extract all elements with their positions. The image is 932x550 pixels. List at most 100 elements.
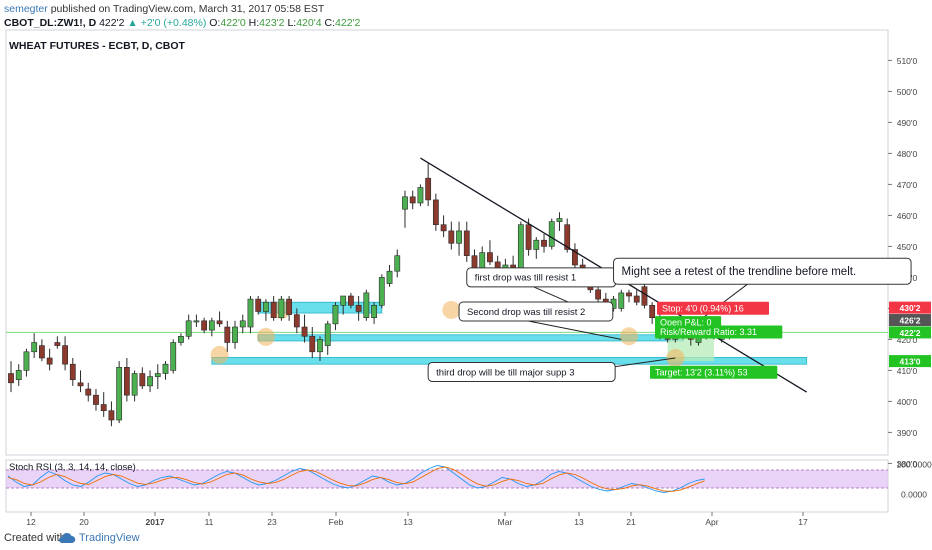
ohlc-open-value: 422'0 <box>220 17 246 29</box>
candle <box>463 230 470 256</box>
candle <box>332 304 339 325</box>
candle <box>595 289 601 300</box>
publish-text: published on TradingView.com, March 31, … <box>50 3 325 15</box>
candle <box>525 224 532 250</box>
price-pane[interactable] <box>5 29 889 456</box>
open-pl-label: Open P&L: 0 <box>660 318 712 328</box>
tradingview-cloud-icon <box>59 532 76 543</box>
y-axis-tick-label: 420'0 <box>897 335 918 345</box>
annotation-box <box>613 257 912 285</box>
candle <box>77 382 84 387</box>
price-change: ▲ +2'0 (+0.48%) <box>127 17 207 29</box>
x-axis-tick-label: 23 <box>267 517 277 527</box>
price-label: 422'2 <box>900 328 921 338</box>
candle <box>564 224 571 250</box>
candle <box>425 177 432 201</box>
ohlc-low-label: L: <box>287 17 297 29</box>
candle <box>178 335 184 343</box>
annotation-text: third drop will be till major supp 3 <box>436 367 574 378</box>
y-axis-tick-label: 410'0 <box>897 366 918 376</box>
rsi-band <box>6 470 888 488</box>
ohlc-low-value: 420'4 <box>296 17 322 29</box>
candle <box>626 292 632 297</box>
chart-title: WHEAT FUTURES - ECBT, D, CBOT <box>9 40 185 52</box>
y-axis-tick-label: 470'0 <box>897 180 918 190</box>
rsi-title: Stoch RSI (3, 3, 14, 14, close) <box>9 462 136 473</box>
highlight-circle <box>256 327 275 346</box>
candle <box>263 301 269 312</box>
candle <box>641 286 648 306</box>
candle <box>62 345 68 365</box>
annotation-text: first drop was till resist 1 <box>475 273 576 284</box>
risk-reward-label: Risk/Reward Ratio: 3.31 <box>660 327 757 337</box>
x-axis-tick-label: 21 <box>626 517 636 527</box>
target-label: Target: 13'2 (3.11%) 53 <box>655 367 748 377</box>
price-chart[interactable]: 510'0500'0490'0480'0470'0460'0450'0440'0… <box>0 0 932 528</box>
candle <box>46 357 53 365</box>
x-axis-tick-label: 2017 <box>146 517 165 527</box>
candle <box>216 320 223 325</box>
y-axis-tick-label: 450'0 <box>897 242 918 252</box>
price-label-bg <box>889 355 931 368</box>
candle <box>193 320 200 323</box>
y-axis-tick-label: 480'0 <box>897 149 918 159</box>
candle <box>15 370 22 380</box>
x-axis-tick-label: 17 <box>798 517 808 527</box>
x-axis-tick-label: Mar <box>498 517 513 527</box>
candle <box>185 320 192 337</box>
annotation-box <box>458 301 614 322</box>
candle <box>131 373 138 396</box>
candle <box>649 304 656 318</box>
x-axis-tick-label: Feb <box>329 517 344 527</box>
highlight-circle <box>210 345 229 364</box>
price-label: 426'2 <box>900 316 921 326</box>
annotation-text: Second drop was till resist 2 <box>467 307 585 318</box>
candle <box>293 314 300 328</box>
candle <box>309 335 316 353</box>
candle <box>533 239 540 250</box>
footer: Created with TradingView <box>0 528 932 550</box>
candle <box>170 342 177 371</box>
candle <box>409 196 416 204</box>
ohlc-high-label: H: <box>248 17 260 29</box>
tradingview-brand-link[interactable]: TradingView <box>79 532 140 544</box>
ohlc-open-label: O: <box>209 17 221 29</box>
highlight-circle <box>442 300 461 319</box>
y-axis-tick-label: 460'0 <box>897 211 918 221</box>
ohlc-close-value: 422'2 <box>335 17 361 29</box>
candle <box>541 239 547 247</box>
y-axis-tick-label: 510'0 <box>897 56 918 66</box>
candle <box>239 320 246 328</box>
rsi-series-line <box>7 466 705 492</box>
candle <box>618 292 625 309</box>
candle <box>378 277 385 306</box>
author-link[interactable]: semegter <box>4 3 48 15</box>
candle <box>69 363 76 381</box>
annotation-text: Might see a retest of the trendline befo… <box>622 266 857 278</box>
annotation-box <box>427 361 616 382</box>
last-price: 422'2 <box>99 17 125 29</box>
candle <box>100 404 107 411</box>
candle <box>340 295 347 306</box>
candle <box>324 323 331 346</box>
y-axis-tick-label: 500'0 <box>897 87 918 97</box>
candle <box>448 230 455 244</box>
candle <box>255 298 262 312</box>
x-axis-tick-label: 12 <box>26 517 36 527</box>
x-axis-tick-label: 13 <box>403 517 413 527</box>
candle <box>31 342 38 353</box>
candle <box>548 221 555 247</box>
x-axis-tick-label: 11 <box>205 517 214 527</box>
x-axis-tick-label: Apr <box>705 517 718 527</box>
price-label: 430'2 <box>900 303 921 313</box>
symbol-name: CBOT_DL:ZW1!, D <box>4 17 97 29</box>
x-axis-tick-label: 20 <box>79 517 89 527</box>
price-label-bg <box>889 301 931 314</box>
y-axis-tick-label: 380'0 <box>897 459 918 469</box>
candle <box>347 295 354 306</box>
created-with-text: Created with <box>4 532 66 544</box>
price-label-bg <box>889 326 931 339</box>
candle <box>402 196 408 210</box>
candle <box>116 366 123 421</box>
